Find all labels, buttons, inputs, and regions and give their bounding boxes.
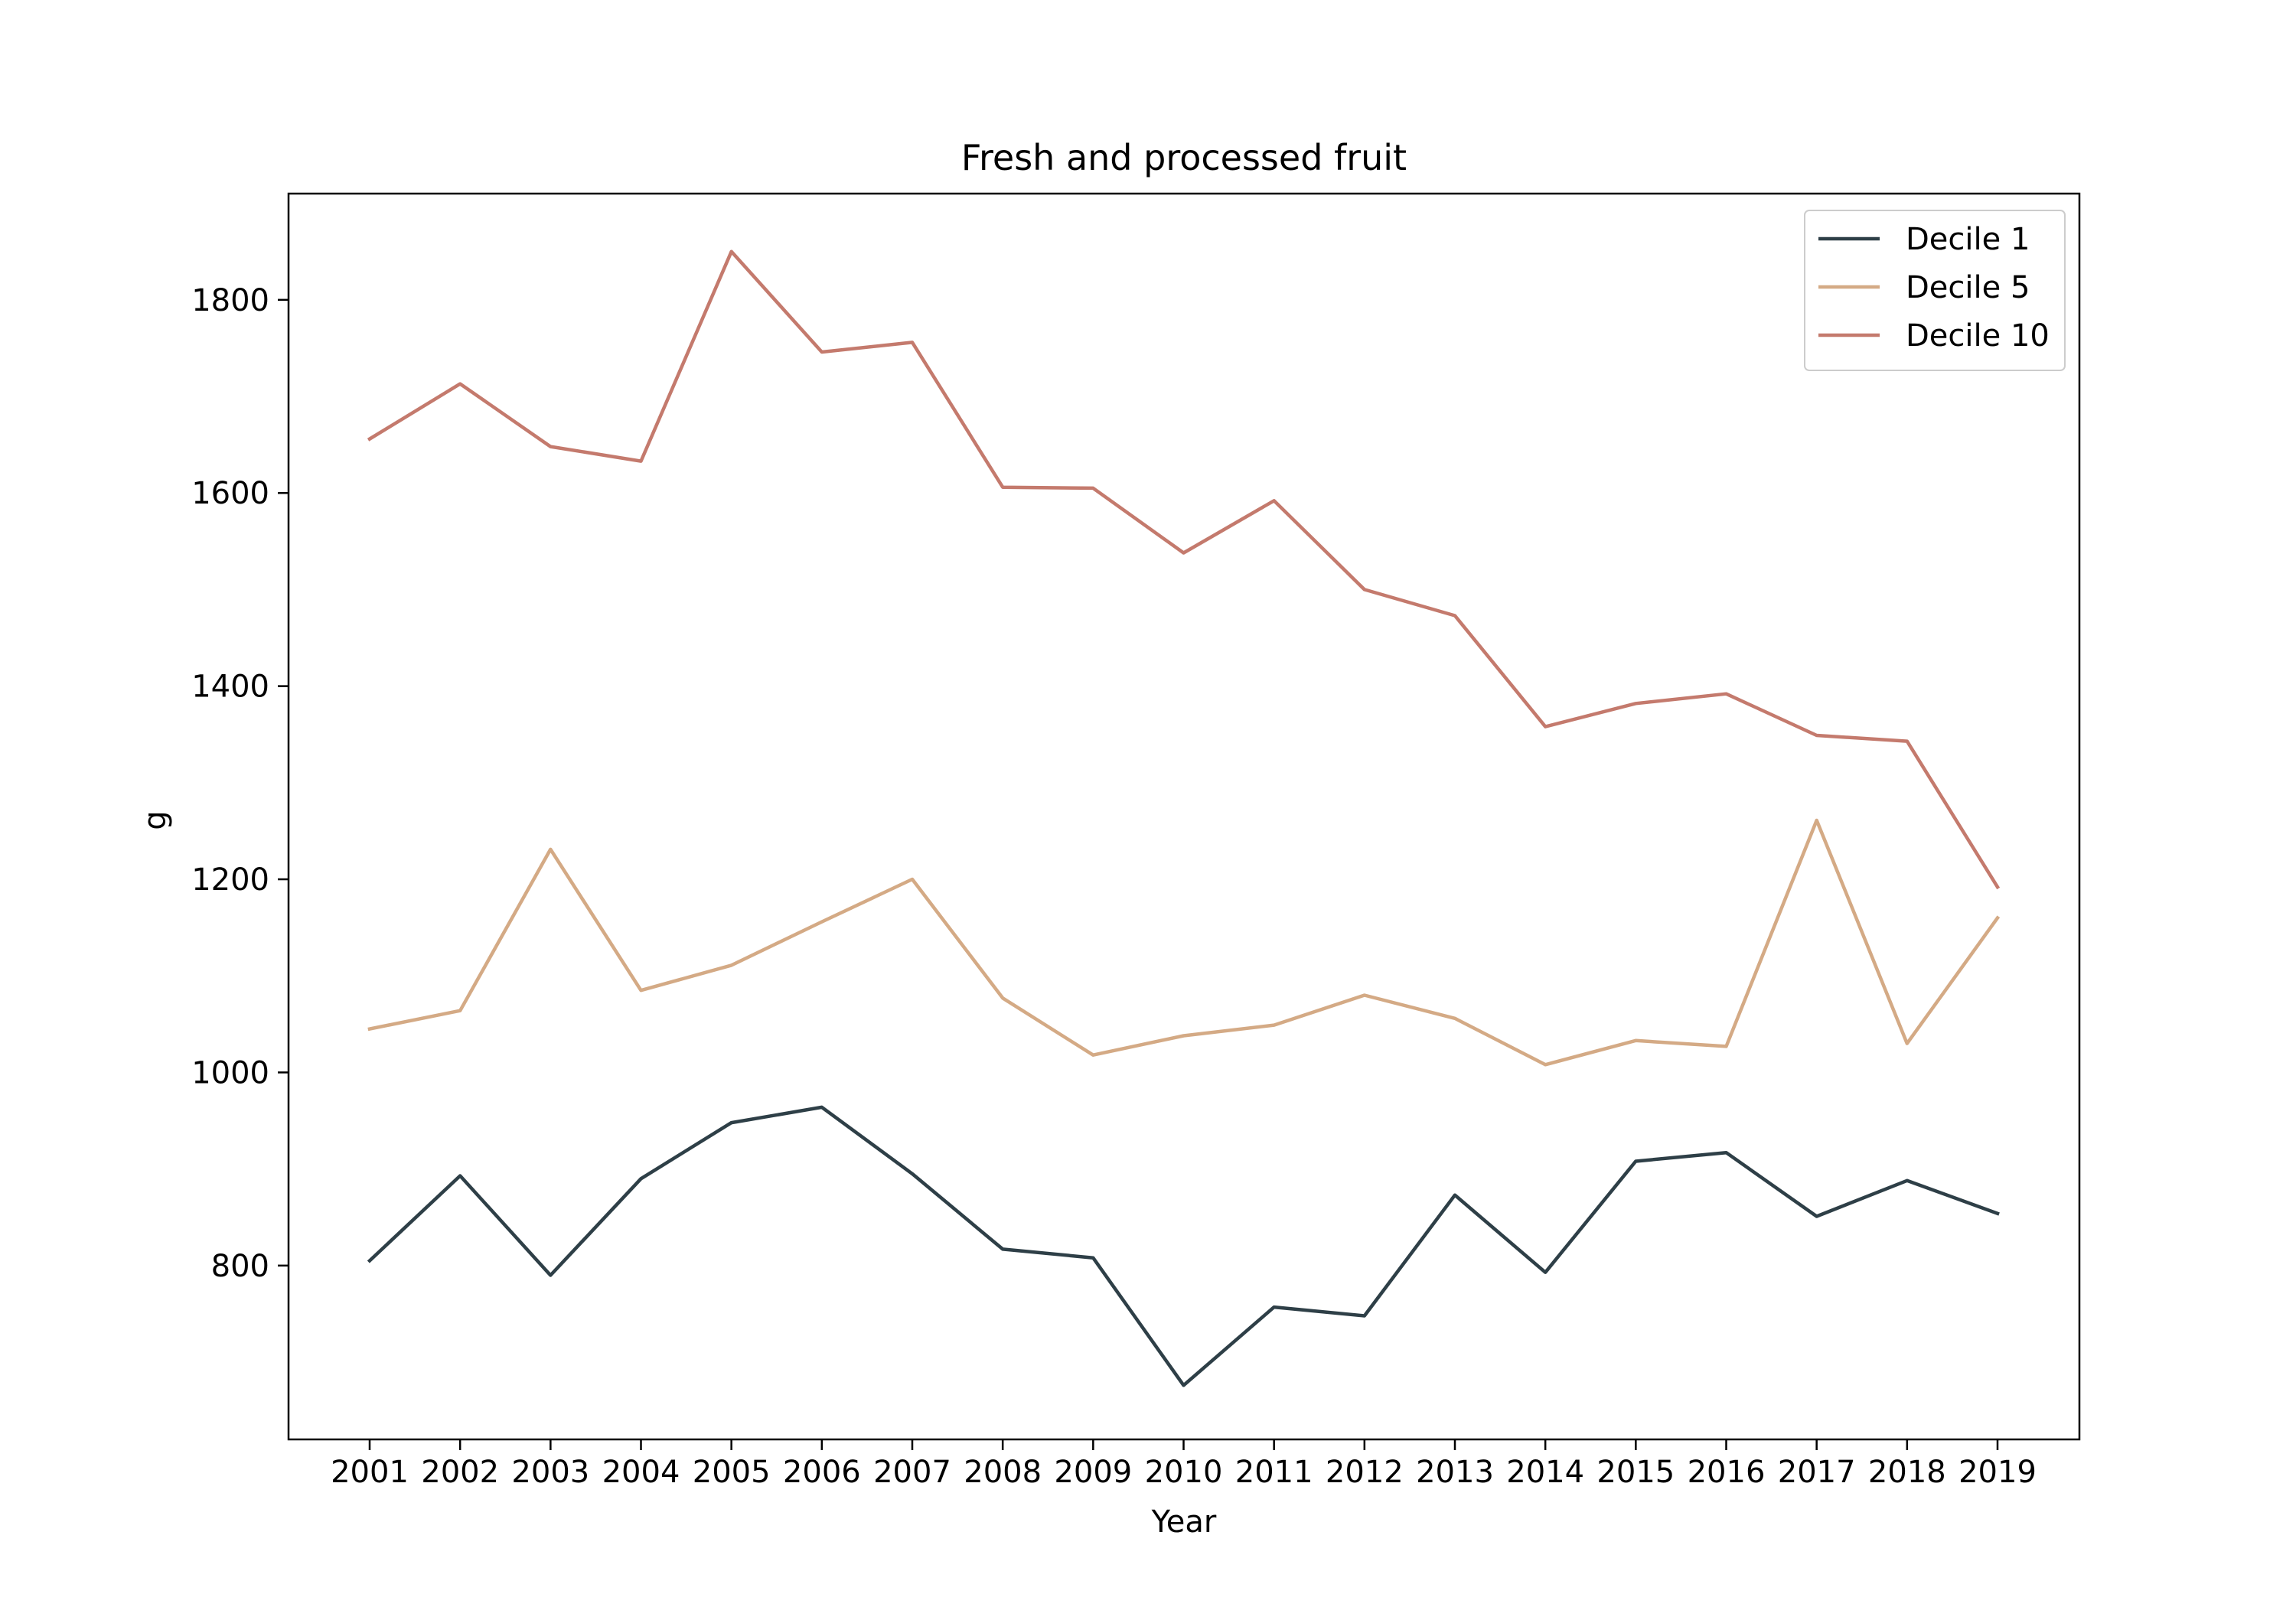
x-tick-label: 2003 [511,1455,589,1490]
y-tick-label: 1200 [191,862,269,898]
x-tick-label: 2002 [421,1455,499,1490]
y-axis-label: g [138,810,173,830]
legend: Decile 1 Decile 5 Decile 10 [1804,210,2066,371]
y-tick-label: 1600 [191,476,269,511]
legend-label: Decile 1 [1906,222,2030,257]
x-tick-label: 2012 [1326,1455,1404,1490]
x-axis-label: Year [1151,1504,1217,1540]
y-tick-label: 800 [211,1249,269,1284]
y-tick-label: 1800 [191,283,269,318]
x-tick-label: 2005 [693,1455,771,1490]
y-tick-label: 1400 [191,670,269,705]
x-tick-label: 2007 [873,1455,951,1490]
chart-title: Fresh and processed fruit [961,137,1407,178]
x-tick-label: 2014 [1506,1455,1584,1490]
x-tick-label: 2011 [1235,1455,1313,1490]
y-tick-label: 1000 [191,1055,269,1090]
legend-label: Decile 5 [1906,270,2030,305]
x-tick-label: 2009 [1054,1455,1132,1490]
legend-box [1804,210,2066,371]
x-tick-label: 2017 [1778,1455,1856,1490]
x-tick-label: 2013 [1416,1455,1494,1490]
x-tick-label: 2016 [1688,1455,1766,1490]
x-tick-label: 2019 [1958,1455,2037,1490]
x-tick-label: 2008 [964,1455,1042,1490]
x-tick-label: 2001 [331,1455,409,1490]
legend-label: Decile 10 [1906,318,2050,354]
plot-area: 2001 2002 2003 2004 2005 2006 2007 2008 2009 2010… [191,192,2081,1490]
x-tick-label: 2006 [783,1455,861,1490]
series-line-1 [367,1105,2000,1387]
x-tick-label: 2015 [1596,1455,1675,1490]
x-tick-label: 2010 [1145,1455,1223,1490]
series-line-3 [367,249,2001,890]
series-line-2 [367,818,2001,1067]
x-tick-label: 2004 [602,1455,680,1490]
x-tick-label: 2018 [1868,1455,1946,1490]
